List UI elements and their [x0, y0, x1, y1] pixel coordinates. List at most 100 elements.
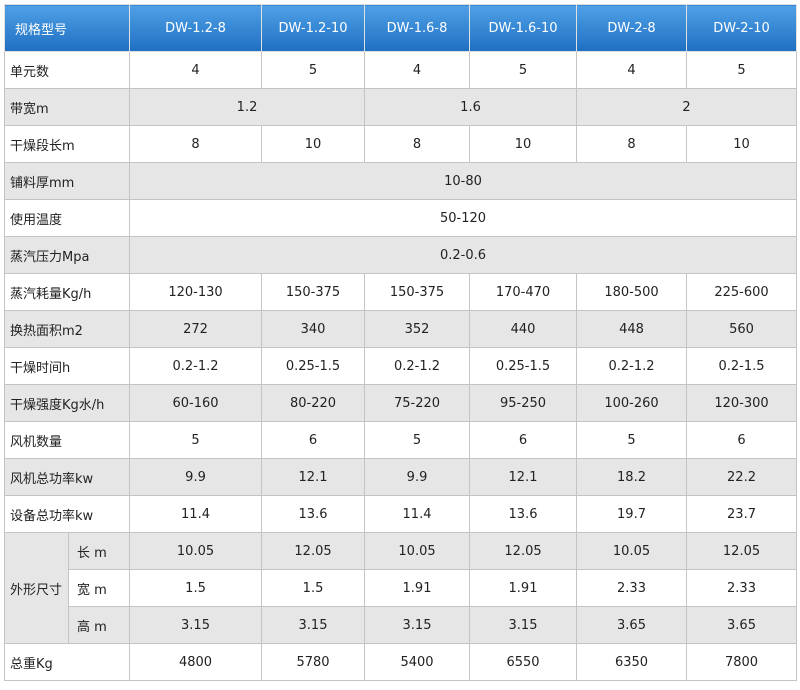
value-cell: 5780	[261, 643, 366, 681]
value-cell: 3.15	[261, 606, 366, 644]
header-row: 规格型号 DW-1.2-8 DW-1.2-10 DW-1.6-8 DW-1.6-10 DW…	[3, 4, 798, 52]
data-row: 带宽m 1.2 1.6 2	[3, 88, 798, 126]
value-cell: 8	[364, 125, 471, 163]
row-label: 设备总功率kw	[3, 495, 131, 533]
data-row: 风机数量 5 6 5 6 5 6	[3, 421, 798, 459]
value-cell: 4	[129, 51, 263, 89]
row-label: 干燥时间h	[3, 347, 131, 385]
value-cell: 100-260	[576, 384, 688, 422]
header-cell: DW-2-8	[576, 4, 688, 52]
value-cell: 5	[576, 421, 688, 459]
value-cell: 0.2-1.2	[576, 347, 688, 385]
value-cell: 1.2	[129, 88, 366, 126]
value-cell: 1.5	[129, 569, 263, 607]
value-cell: 0.2-1.5	[686, 347, 798, 385]
value-cell: 0.25-1.5	[261, 347, 366, 385]
data-row: 干燥时间h 0.2-1.2 0.25-1.5 0.2-1.2 0.25-1.5 0.2-1…	[3, 347, 798, 385]
value-cell: 180-500	[576, 273, 688, 311]
value-cell: 4	[576, 51, 688, 89]
value-cell: 8	[129, 125, 263, 163]
value-cell: 1.5	[261, 569, 366, 607]
value-cell: 3.65	[576, 606, 688, 644]
value-cell: 2.33	[576, 569, 688, 607]
row-label: 总重Kg	[3, 643, 131, 681]
data-row: 干燥强度Kg水/h 60-160 80-220 75-220 95-250 100-260…	[3, 384, 798, 422]
data-row: 换热面积m2 272 340 352 440 448 560	[3, 310, 798, 348]
value-cell: 60-160	[129, 384, 263, 422]
value-cell: 10	[469, 125, 578, 163]
value-cell: 170-470	[469, 273, 578, 311]
value-cell: 5	[261, 51, 366, 89]
value-cell: 23.7	[686, 495, 798, 533]
value-cell: 10.05	[576, 532, 688, 570]
data-row: 使用温度 50-120	[3, 199, 798, 237]
value-cell: 13.6	[261, 495, 366, 533]
row-label: 换热面积m2	[3, 310, 131, 348]
row-label: 风机总功率kw	[3, 458, 131, 496]
value-cell: 2	[576, 88, 798, 126]
row-label: 单元数	[3, 51, 131, 89]
header-cell: DW-1.2-8	[129, 4, 263, 52]
value-cell: 12.1	[469, 458, 578, 496]
value-cell: 0.2-1.2	[364, 347, 471, 385]
value-cell: 12.1	[261, 458, 366, 496]
data-row: 单元数 4 5 4 5 4 5	[3, 51, 798, 89]
value-cell: 5400	[364, 643, 471, 681]
data-row: 蒸汽压力Mpa 0.2-0.6	[3, 236, 798, 274]
sub-label: 宽 m	[67, 569, 131, 607]
value-cell: 10.05	[129, 532, 263, 570]
row-label: 蒸汽压力Mpa	[3, 236, 131, 274]
data-row: 设备总功率kw 11.4 13.6 11.4 13.6 19.7 23.7	[3, 495, 798, 533]
value-cell: 4800	[129, 643, 263, 681]
value-cell: 6550	[469, 643, 578, 681]
value-cell: 10	[261, 125, 366, 163]
value-cell: 75-220	[364, 384, 471, 422]
value-cell: 10.05	[364, 532, 471, 570]
data-row: 铺料厚mm 10-80	[3, 162, 798, 200]
header-cell: DW-1.2-10	[261, 4, 366, 52]
value-cell: 3.15	[129, 606, 263, 644]
value-cell: 0.2-1.2	[129, 347, 263, 385]
value-cell: 6	[469, 421, 578, 459]
value-cell: 6350	[576, 643, 688, 681]
value-cell: 150-375	[261, 273, 366, 311]
value-cell: 9.9	[129, 458, 263, 496]
value-cell: 80-220	[261, 384, 366, 422]
header-cell: DW-1.6-8	[364, 4, 471, 52]
header-cell: DW-1.6-10	[469, 4, 578, 52]
value-cell: 12.05	[469, 532, 578, 570]
value-cell: 18.2	[576, 458, 688, 496]
value-cell: 13.6	[469, 495, 578, 533]
value-cell: 1.91	[364, 569, 471, 607]
value-cell: 8	[576, 125, 688, 163]
value-cell: 1.6	[364, 88, 578, 126]
sub-label: 长 m	[67, 532, 131, 570]
value-cell: 95-250	[469, 384, 578, 422]
value-cell: 120-130	[129, 273, 263, 311]
header-cell: 规格型号	[3, 4, 131, 52]
value-cell: 120-300	[686, 384, 798, 422]
data-row: 高 m 3.15 3.15 3.15 3.15 3.65 3.65	[5, 606, 798, 644]
value-cell: 12.05	[686, 532, 798, 570]
value-cell: 3.65	[686, 606, 798, 644]
value-cell: 0.2-0.6	[129, 236, 798, 274]
data-row: 宽 m 1.5 1.5 1.91 1.91 2.33 2.33	[5, 569, 798, 607]
value-cell: 4	[364, 51, 471, 89]
value-cell: 3.15	[469, 606, 578, 644]
value-cell: 10-80	[129, 162, 798, 200]
value-cell: 440	[469, 310, 578, 348]
row-label: 使用温度	[3, 199, 131, 237]
data-row: 蒸汽耗量Kg/h 120-130 150-375 150-375 170-470 180-…	[3, 273, 798, 311]
row-label: 干燥段长m	[3, 125, 131, 163]
data-row: 干燥段长m 8 10 8 10 8 10	[3, 125, 798, 163]
data-row: 总重Kg 4800 5780 5400 6550 6350 7800	[3, 643, 798, 681]
value-cell: 6	[686, 421, 798, 459]
value-cell: 5	[364, 421, 471, 459]
value-cell: 50-120	[129, 199, 798, 237]
value-cell: 5	[469, 51, 578, 89]
value-cell: 560	[686, 310, 798, 348]
data-row: 风机总功率kw 9.9 12.1 9.9 12.1 18.2 22.2	[3, 458, 798, 496]
value-cell: 11.4	[364, 495, 471, 533]
row-label: 铺料厚mm	[3, 162, 131, 200]
